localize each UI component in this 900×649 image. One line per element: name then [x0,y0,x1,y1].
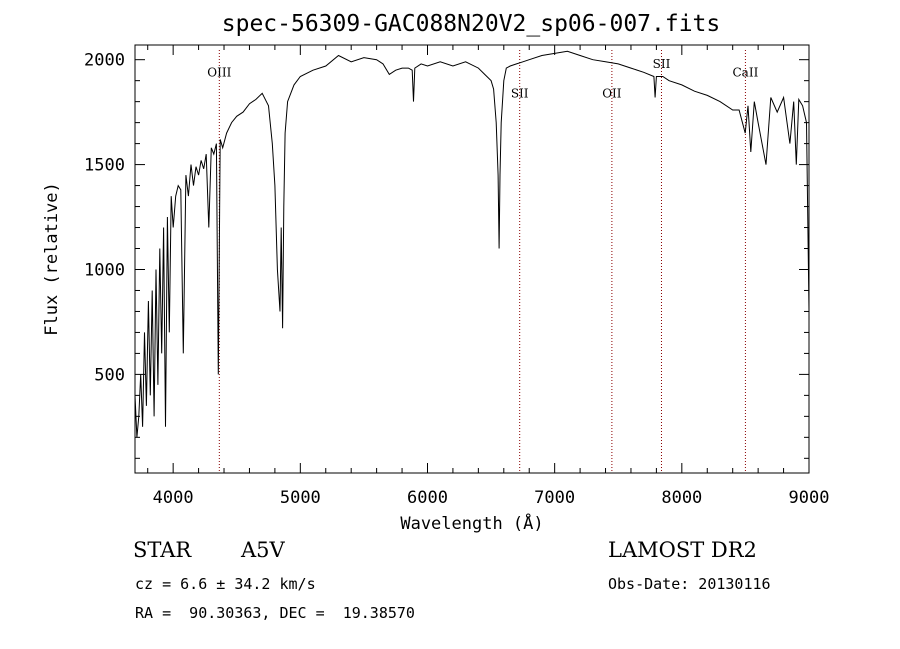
x-axis-ticks: 4000 5000 6000 7000 8000 9000 [147,45,830,508]
y-tick-label: 1000 [84,260,125,280]
annotation-label: SII [511,86,529,100]
spectrum-line [134,50,810,438]
annotation-label: CaII [733,65,759,79]
y-axis-ticks: 500 1000 1500 2000 [84,51,809,459]
coordinates-text: RA = 90.30363, DEC = 19.38570 [135,604,415,622]
y-tick-label: 500 [94,365,125,385]
annotation-label: SII [653,57,671,71]
observation-date: Obs-Date: 20130116 [608,575,771,593]
x-tick-label: 8000 [661,488,702,508]
x-tick-label: 9000 [789,488,830,508]
annotation-label: OIII [207,65,231,79]
chart-title: spec-56309-GAC088N20V2_sp06-007.fits [222,11,721,37]
object-subclass: A5V [241,538,285,562]
x-tick-label: 4000 [153,488,194,508]
x-tick-label: 5000 [280,488,321,508]
y-tick-label: 2000 [84,51,125,71]
object-class: STAR [133,538,192,562]
survey-name: LAMOST DR2 [608,538,757,562]
x-tick-label: 7000 [534,488,575,508]
plot-frame [134,44,810,474]
x-tick-label: 6000 [407,488,448,508]
y-axis-label: Flux (relative) [42,182,62,336]
x-axis-label: Wavelength (Å) [400,512,543,534]
annotation-label: OII [602,86,622,100]
redshift-text: cz = 6.6 ± 34.2 km/s [135,575,316,593]
y-tick-label: 1500 [84,156,125,176]
line-annotations: OIII SII OII SII CaII [207,50,759,473]
